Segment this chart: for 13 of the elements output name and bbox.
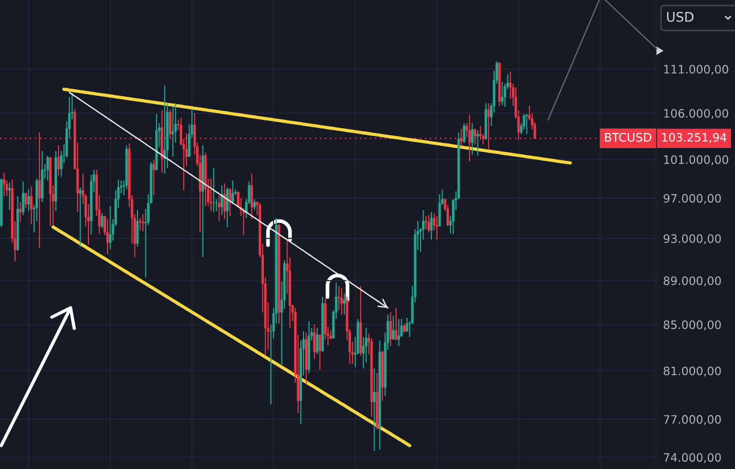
y-tick-label: 81.000,00: [664, 366, 721, 376]
y-tick-label: 111.000,00: [664, 64, 728, 75]
y-tick-label: 106.000,00: [664, 109, 728, 119]
ref-line-label: BTCUSD: [605, 132, 652, 142]
text: USD: [667, 12, 694, 22]
y-tick-label: 85.000,00: [664, 320, 721, 330]
y-tick-label: 89.000,00: [664, 276, 721, 286]
y-tick-label: 77.000,00: [664, 415, 721, 425]
y-tick-label: 93.000,00: [664, 234, 721, 244]
y-tick-label: 97.000,00: [664, 194, 721, 204]
text: 103.251,94: [662, 132, 726, 143]
y-tick-label: 101.000,00: [664, 155, 728, 166]
y-tick-label: 74.000,00: [664, 453, 721, 464]
